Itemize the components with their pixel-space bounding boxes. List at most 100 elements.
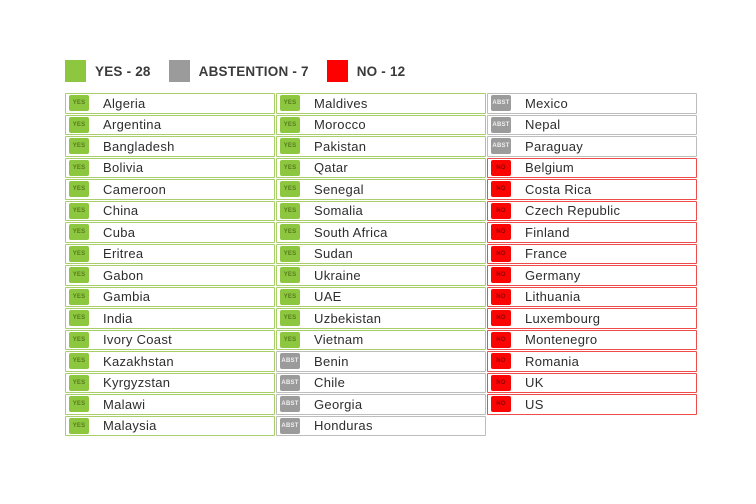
table-row: YES Gambia <box>65 286 275 307</box>
table-row: NO Finland <box>487 222 697 243</box>
country-label: Benin <box>314 353 349 369</box>
vote-badge: NO <box>491 353 511 370</box>
vote-badge: YES <box>280 138 300 155</box>
legend-label-yes: YES - 28 <box>95 63 151 79</box>
country-label: Algeria <box>103 95 146 111</box>
vote-badge: YES <box>69 202 89 219</box>
vote-badge: YES <box>69 95 89 112</box>
table-row: ABST Chile <box>276 372 486 393</box>
vote-badge: NO <box>491 288 511 305</box>
vote-badge: ABST <box>491 95 511 112</box>
table-row: ABST Paraguay <box>487 136 697 157</box>
vote-badge: YES <box>280 159 300 176</box>
vote-badge: YES <box>69 417 89 434</box>
vote-badge: YES <box>69 224 89 241</box>
table-row: YES China <box>65 200 275 221</box>
vote-badge: YES <box>69 116 89 133</box>
country-label: Ukraine <box>314 267 361 283</box>
table-row: YES Pakistan <box>276 136 486 157</box>
table-row: YES Senegal <box>276 179 486 200</box>
vote-badge: NO <box>491 181 511 198</box>
country-label: Qatar <box>314 160 349 176</box>
yes-color-swatch <box>65 60 86 82</box>
table-row: NO France <box>487 243 697 264</box>
country-label: Uzbekistan <box>314 310 382 326</box>
table-row: YES Cameroon <box>65 179 275 200</box>
country-label: Kyrgyzstan <box>103 375 171 391</box>
no-color-swatch <box>326 60 348 82</box>
country-label: UK <box>525 375 544 391</box>
country-label: Romania <box>525 353 580 369</box>
vote-badge: YES <box>280 310 300 327</box>
country-label: Maldives <box>314 95 368 111</box>
table-row: YES Gabon <box>65 265 275 286</box>
vote-badge: NO <box>491 245 511 262</box>
country-label: Belgium <box>525 160 575 176</box>
legend: YES - 28 ABSTENTION - 7 NO - 12 <box>65 58 697 84</box>
vote-badge: YES <box>280 95 300 112</box>
vote-results-panel: YES - 28 ABSTENTION - 7 NO - 12 YES Alger… <box>65 58 697 437</box>
table-row: YES Argentina <box>65 114 275 135</box>
vote-badge: YES <box>69 267 89 284</box>
vote-badge: YES <box>280 116 300 133</box>
vote-column: YES Algeria YES Argentina YES Bangladesh YES Bo… <box>65 93 275 437</box>
vote-badge: YES <box>69 181 89 198</box>
table-row: YES Malaysia <box>65 415 275 436</box>
vote-badge: ABST <box>280 417 300 434</box>
country-label: Germany <box>525 267 581 283</box>
country-label: Kazakhstan <box>103 353 174 369</box>
country-label: Pakistan <box>314 138 367 154</box>
country-label: Eritrea <box>103 246 144 262</box>
country-label: Costa Rica <box>525 181 592 197</box>
vote-badge: YES <box>280 267 300 284</box>
table-row: YES Malawi <box>65 394 275 415</box>
legend-item-yes: YES - 28 <box>65 60 151 82</box>
country-label: South Africa <box>314 224 388 240</box>
vote-badge: ABST <box>491 116 511 133</box>
country-label: Cameroon <box>103 181 167 197</box>
country-label: Paraguay <box>525 138 584 154</box>
vote-column: ABST Mexico ABST Nepal ABST Paraguay NO Belgium… <box>487 93 697 437</box>
country-label: Honduras <box>314 418 373 434</box>
table-row: YES Kyrgyzstan <box>65 372 275 393</box>
table-row: NO Luxembourg <box>487 308 697 329</box>
vote-badge: YES <box>69 159 89 176</box>
table-row: YES Maldives <box>276 93 486 114</box>
vote-badge: YES <box>280 288 300 305</box>
table-row: NO Montenegro <box>487 329 697 350</box>
country-label: Gabon <box>103 267 144 283</box>
country-label: China <box>103 203 139 219</box>
table-row: YES India <box>65 308 275 329</box>
vote-badge: YES <box>69 353 89 370</box>
table-row: YES Bolivia <box>65 157 275 178</box>
country-label: Sudan <box>314 246 354 262</box>
table-row: YES Ukraine <box>276 265 486 286</box>
country-label: Georgia <box>314 396 363 412</box>
vote-badge: NO <box>491 396 511 413</box>
table-row: ABST Benin <box>276 351 486 372</box>
abstention-color-swatch <box>168 60 190 82</box>
country-label: Mexico <box>525 95 568 111</box>
legend-item-no: NO - 12 <box>326 60 406 82</box>
country-label: Gambia <box>103 289 151 305</box>
table-row: YES Ivory Coast <box>65 329 275 350</box>
country-label: India <box>103 310 133 326</box>
vote-badge: ABST <box>280 396 300 413</box>
table-row: ABST Honduras <box>276 415 486 436</box>
vote-badge: YES <box>280 331 300 348</box>
country-label: Montenegro <box>525 332 598 348</box>
table-row: ABST Nepal <box>487 114 697 135</box>
vote-badge: NO <box>491 224 511 241</box>
vote-badge: NO <box>491 310 511 327</box>
vote-badge: NO <box>491 159 511 176</box>
vote-badge: NO <box>491 374 511 391</box>
table-row: YES Qatar <box>276 157 486 178</box>
country-label: Vietnam <box>314 332 364 348</box>
country-label: Argentina <box>103 117 162 133</box>
table-row: ABST Mexico <box>487 93 697 114</box>
country-label: Cuba <box>103 224 136 240</box>
vote-badge: YES <box>69 310 89 327</box>
table-row: YES UAE <box>276 286 486 307</box>
country-label: Nepal <box>525 117 561 133</box>
vote-badge: ABST <box>280 353 300 370</box>
